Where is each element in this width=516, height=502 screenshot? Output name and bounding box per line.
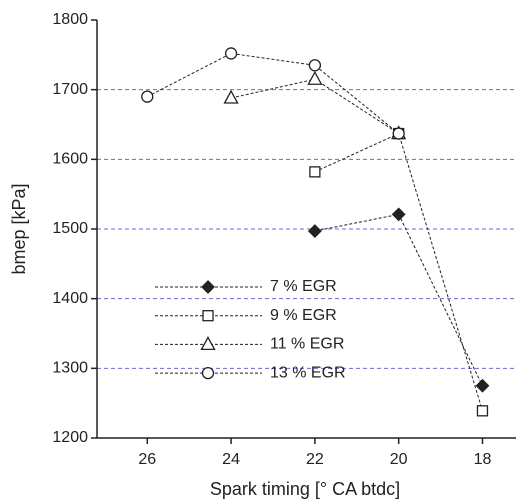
x-tick-label: 22 xyxy=(306,451,324,468)
legend-marker xyxy=(203,368,214,379)
series-line xyxy=(231,79,399,133)
marker xyxy=(310,167,320,177)
marker xyxy=(226,48,237,59)
marker xyxy=(393,128,404,139)
chart: Spark timing [° CA btdc] bmep [kPa] 1200… xyxy=(0,0,516,502)
marker xyxy=(309,60,320,71)
y-tick-label: 1800 xyxy=(52,11,88,28)
legend-label: 9 % EGR xyxy=(270,307,337,324)
marker xyxy=(308,72,321,84)
x-tick-label: 20 xyxy=(390,451,408,468)
legend-marker xyxy=(202,281,214,293)
marker xyxy=(225,91,238,103)
y-tick-label: 1200 xyxy=(52,429,88,446)
legend-marker xyxy=(203,311,213,321)
x-axis-label: Spark timing [° CA btdc] xyxy=(210,479,400,499)
x-tick-label: 18 xyxy=(474,451,492,468)
y-axis-label: bmep [kPa] xyxy=(9,183,29,274)
y-tick-label: 1300 xyxy=(52,360,88,377)
legend-marker xyxy=(202,337,215,349)
x-tick-label: 26 xyxy=(138,451,156,468)
series-line xyxy=(147,53,398,133)
y-tick-label: 1500 xyxy=(52,220,88,237)
marker xyxy=(393,208,405,220)
series-line xyxy=(315,214,483,385)
legend-label: 11 % EGR xyxy=(270,336,344,353)
marker xyxy=(142,91,153,102)
marker xyxy=(309,225,321,237)
y-tick-label: 1600 xyxy=(52,151,88,168)
y-tick-label: 1700 xyxy=(52,81,88,98)
x-tick-label: 24 xyxy=(222,451,240,468)
marker xyxy=(476,380,488,392)
legend-label: 7 % EGR xyxy=(270,278,337,295)
legend-label: 13 % EGR xyxy=(270,364,346,381)
marker xyxy=(477,406,487,416)
y-tick-label: 1400 xyxy=(52,290,88,307)
